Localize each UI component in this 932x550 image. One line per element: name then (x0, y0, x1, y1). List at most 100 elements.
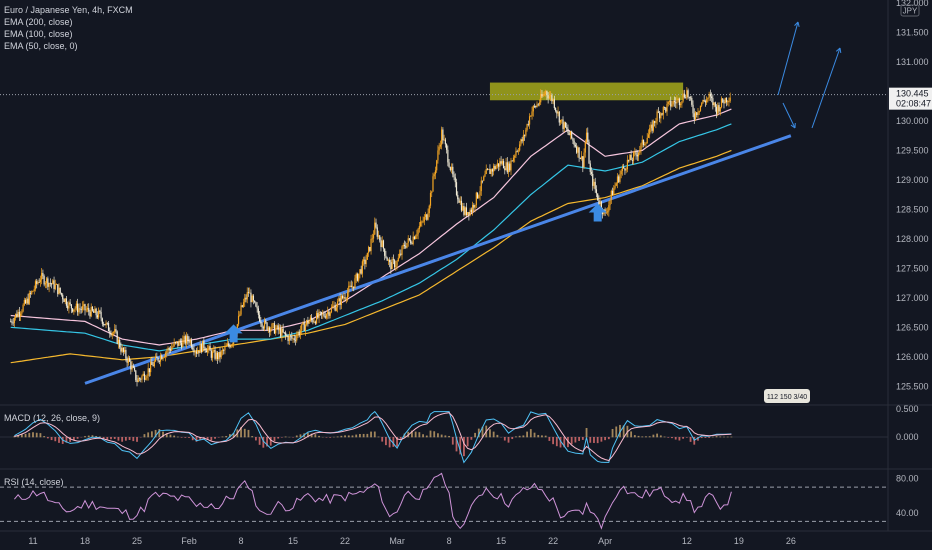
candle-down (42, 272, 44, 277)
macd-histogram-bar (162, 431, 164, 438)
macd-histogram-bar (251, 436, 254, 438)
currency-badge (900, 4, 920, 17)
currency-badge-label: JPY (903, 7, 918, 16)
candle-up (137, 378, 139, 383)
price-tag-countdown: 02:08:47 (896, 99, 931, 109)
candle-down (457, 194, 459, 200)
macd-histogram-bar (477, 428, 480, 438)
candle-up (422, 221, 424, 223)
candle-up (438, 146, 440, 151)
candle-up (412, 236, 414, 244)
candle-up (686, 90, 688, 98)
candle-up (697, 112, 699, 116)
y-tick-label: 128.000 (896, 234, 929, 244)
macd-histogram-bar (347, 435, 350, 438)
candle-up (522, 135, 524, 142)
candle-up (520, 139, 522, 145)
candle-down (101, 318, 103, 324)
candle-down (683, 93, 685, 98)
x-tick-label: 22 (548, 536, 558, 546)
rsi-title[interactable]: RSI (14, close) (4, 477, 64, 487)
macd-histogram-bar (537, 434, 540, 438)
candle-down (393, 260, 396, 268)
candle-up (226, 343, 229, 346)
candle-down (49, 282, 51, 284)
candle-up (325, 314, 328, 318)
candle-down (460, 200, 463, 211)
candle-down (184, 336, 186, 344)
candle-up (462, 206, 464, 211)
price-tag (889, 87, 932, 110)
x-tick-label: Mar (389, 536, 405, 546)
macd-histogram-bar (663, 436, 666, 438)
candle-down (341, 295, 344, 299)
candle-up (671, 104, 673, 107)
candle-up (713, 102, 715, 106)
candle-down (43, 276, 45, 285)
macd-histogram-bar (659, 435, 662, 438)
candle-down (255, 302, 257, 307)
candle-down (573, 140, 575, 145)
candle-down (576, 146, 578, 153)
candle-up (391, 259, 393, 270)
candle-down (157, 357, 159, 361)
candle-down (88, 307, 90, 312)
candle-up (230, 344, 232, 348)
candle-down (177, 341, 179, 346)
candle-up (507, 163, 510, 173)
candle-down (257, 308, 259, 315)
candle-up (237, 315, 240, 325)
candle-down (10, 321, 12, 323)
candle-up (707, 97, 709, 100)
ema50-legend[interactable]: EMA (50, close, 0) (4, 41, 78, 51)
candle-down (589, 163, 591, 172)
candle-up (606, 211, 609, 213)
candle-down (452, 166, 454, 175)
candle-down (689, 97, 692, 99)
candle-down (392, 259, 394, 261)
candle-down (504, 168, 506, 171)
candle-down (259, 314, 261, 322)
candle-down (448, 162, 450, 168)
ema100-legend[interactable]: EMA (100, close) (4, 29, 73, 39)
candle-down (298, 331, 300, 336)
candle-down (711, 96, 713, 99)
symbol-legend[interactable]: Euro / Japanese Yen, 4h, FXCM (4, 5, 133, 15)
candle-up (407, 238, 409, 243)
candle-up (559, 119, 562, 123)
candle-down (590, 171, 593, 174)
macd-histogram-bar (180, 437, 183, 438)
candle-down (709, 93, 711, 97)
candle-up (272, 323, 274, 325)
macd-histogram-bar (633, 435, 636, 438)
candle-up (532, 106, 534, 112)
candle-up (387, 260, 390, 261)
candle-up (427, 213, 429, 220)
macd-histogram-bar (336, 436, 339, 438)
candle-up (224, 346, 226, 351)
candle-up (361, 261, 363, 274)
candle-up (528, 116, 531, 125)
candle-up (233, 340, 235, 345)
candle-down (611, 190, 614, 196)
candle-up (433, 174, 435, 177)
candle-down (400, 253, 402, 255)
candle-up (44, 283, 46, 285)
macd-histogram-bar (730, 436, 733, 438)
macd-histogram-bar (128, 437, 131, 440)
candle-down (704, 101, 707, 103)
macd-histogram-bar (35, 432, 38, 438)
macd-histogram-bar (555, 437, 558, 447)
candle-down (527, 124, 529, 125)
macd-title[interactable]: MACD (12, 26, close, 9) (4, 413, 101, 423)
macd-histogram-bar (667, 437, 670, 438)
candle-down (261, 323, 263, 328)
y-tick-label: 127.500 (896, 263, 929, 273)
candle-up (146, 375, 148, 379)
ema200-legend[interactable]: EMA (200, close) (4, 17, 73, 27)
macd-histogram-bar (622, 425, 625, 438)
candle-down (524, 135, 526, 137)
candle-down (718, 105, 720, 112)
candle-down (168, 348, 170, 350)
